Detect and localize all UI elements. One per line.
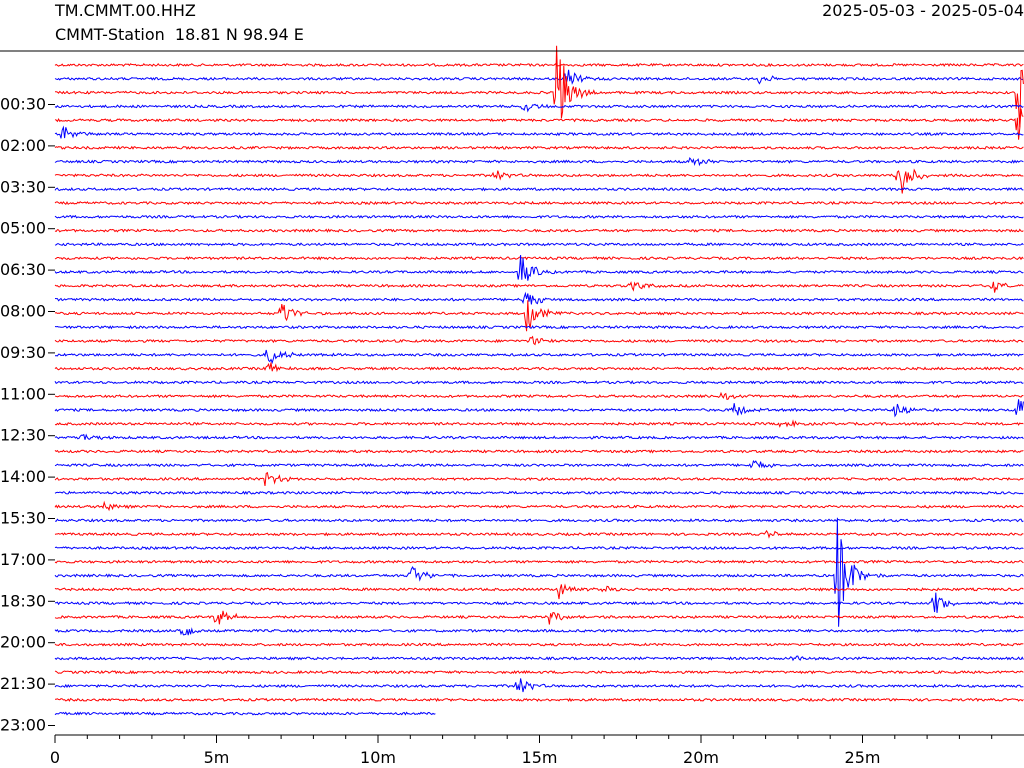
trace-row: [54, 187, 1024, 192]
y-tick-label: 09:30: [0, 343, 46, 362]
trace-row: [54, 711, 436, 716]
x-tick-label: 20m: [683, 748, 719, 767]
y-tick-label: 20:00: [0, 633, 46, 652]
trace-row: [54, 433, 1024, 441]
trace-row: [54, 300, 1024, 332]
trace-row: [54, 281, 1024, 293]
x-tick-label: 15m: [522, 748, 558, 767]
trace-row: [54, 610, 1024, 625]
station-code: TM.CMMT.00.HHZ: [55, 1, 196, 20]
trace-row: [54, 655, 1024, 662]
x-tick-label: 0: [50, 748, 60, 767]
trace-row: [54, 583, 1024, 600]
y-tick-label: 06:30: [0, 260, 46, 279]
x-axis: 0 5m 10m 15m 20m 25m: [50, 734, 1024, 767]
trace-row: [54, 678, 1024, 693]
y-tick-label: 11:00: [0, 384, 46, 403]
trace-row: [54, 670, 1024, 675]
trace-row: [54, 108, 1024, 140]
trace-row: [54, 517, 1024, 627]
trace-row: [54, 325, 1024, 330]
trace-row: [54, 103, 1024, 113]
trace-row: [54, 69, 1024, 85]
trace-group: [54, 45, 1024, 716]
trace-row: [54, 642, 1024, 647]
station-name: CMMT-Station: [55, 25, 165, 44]
y-tick-label: 02:00: [0, 136, 46, 155]
trace-row: [54, 256, 1024, 261]
x-tick-label: 10m: [360, 748, 396, 767]
x-tick-label: 5m: [204, 748, 230, 767]
y-tick-label: 18:30: [0, 591, 46, 610]
trace-row: [54, 291, 1024, 305]
trace-row: [54, 419, 1024, 428]
trace-row: [54, 460, 1024, 469]
x-tick-label: 25m: [845, 748, 881, 767]
trace-row: [54, 156, 1024, 167]
trace-row: [54, 254, 1024, 281]
trace-row: [54, 449, 1024, 454]
trace-row: [55, 697, 1024, 703]
trace-row: [54, 559, 1024, 565]
y-tick-label: 14:00: [0, 467, 46, 486]
y-tick-label: 00:30: [0, 95, 46, 114]
date-range: 2025-05-03 - 2025-05-04: [822, 1, 1024, 20]
y-tick-label: 05:00: [0, 219, 46, 238]
trace-row: [54, 62, 1024, 68]
y-tick-label: 12:30: [0, 426, 46, 445]
trace-row: [54, 592, 1024, 613]
trace-row: [54, 391, 1024, 401]
y-tick-label: 15:30: [0, 509, 46, 528]
trace-row: [54, 168, 1024, 194]
y-tick-label: 08:00: [0, 302, 46, 321]
trace-row: [54, 399, 1024, 418]
station-info: CMMT-Station 18.81 N 98.94 E: [55, 25, 304, 45]
trace-row: [54, 200, 1024, 206]
station-coords: 18.81 N 98.94 E: [174, 25, 304, 44]
trace-row: [54, 242, 1024, 247]
trace-row: [54, 627, 1024, 636]
trace-row: [54, 145, 1024, 150]
y-tick-label: 21:30: [0, 674, 46, 693]
trace-row: [54, 214, 1024, 220]
trace-row: [54, 349, 1024, 365]
trace-row: [54, 362, 1024, 373]
y-tick-label: 17:00: [0, 550, 46, 569]
y-tick-label: 23:00: [0, 716, 46, 735]
trace-row: [54, 125, 1024, 139]
trace-row: [54, 380, 1024, 385]
trace-row: [54, 518, 1024, 523]
y-tick-label: 03:30: [0, 177, 46, 196]
trace-row: [54, 529, 1024, 539]
trace-row: [55, 45, 1024, 128]
trace-row: [54, 490, 1024, 496]
trace-row: [54, 335, 1024, 346]
y-axis: 00:30 02:00 03:30 05:00 06:30 08:00 09:30 11:00…: [0, 95, 55, 735]
trace-row: [54, 545, 1024, 551]
trace-row: [54, 471, 1024, 486]
trace-row: [54, 228, 1024, 233]
trace-row: [54, 500, 1024, 512]
